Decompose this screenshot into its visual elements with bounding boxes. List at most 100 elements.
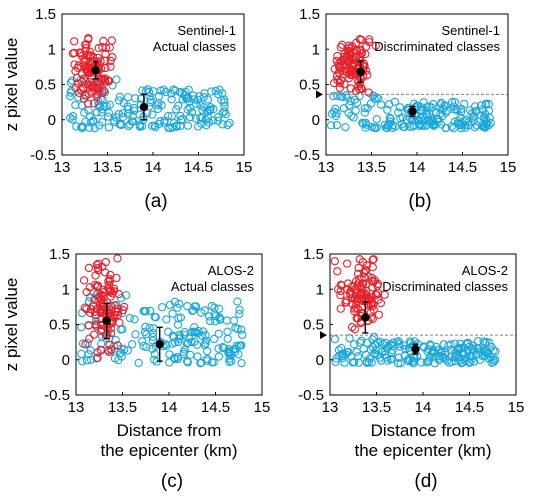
panel-b: 13 13.5 14 14.5 15 -0.5 0 0.5 1 1.5 Sentinel-1 D…: [294, 6, 516, 212]
cyan-class-point: [484, 99, 493, 109]
cyan-class-point: [235, 309, 244, 319]
cyan-class-point: [189, 327, 198, 336]
cyan-class-point: [431, 119, 440, 129]
cyan-class-point: [123, 109, 133, 118]
cyan-class-point: [176, 313, 185, 322]
cyan-class-point: [183, 94, 193, 103]
cyan-class-point: [117, 120, 126, 130]
cyan-class-point: [131, 330, 140, 339]
cyan-class-point: [136, 94, 146, 103]
cyan-class-point: [183, 105, 192, 114]
panel-c: 13 13.5 14 14.5 15 -0.5 0 0.5 1 1.5 ALOS-2 Actua…: [2, 246, 270, 492]
cyan-class-point: [435, 356, 444, 365]
cyan-class-point: [409, 99, 419, 108]
cyan-class-point: [95, 121, 104, 130]
annotation-class-type: Discriminated classes: [374, 39, 500, 54]
red-class-point: [368, 263, 377, 272]
cyan-class-point: [476, 101, 486, 110]
red-class-point: [356, 83, 366, 93]
red-class-point: [101, 257, 110, 267]
cyan-class-point: [148, 110, 157, 119]
cyan-class-point: [396, 359, 405, 368]
x-tick-label: 15: [500, 159, 517, 176]
cyan-class-point: [103, 112, 113, 121]
x-tick-label: 13.5: [108, 399, 137, 416]
cyan-class-point: [214, 344, 223, 353]
cyan-class-point: [130, 106, 139, 115]
y-tick-label: 1: [62, 281, 70, 298]
red-class-point: [368, 314, 377, 324]
red-class-point: [359, 268, 369, 277]
cyan-class-point: [349, 340, 359, 349]
cyan-class-point: [184, 85, 193, 94]
cyan-class-point: [219, 343, 229, 353]
cyan-class-point: [342, 348, 352, 357]
cyan-class-point: [341, 123, 350, 132]
red-class-point: [369, 255, 378, 264]
cyan-class-point: [130, 315, 139, 324]
cyan-class-point: [345, 101, 354, 110]
cyan-class-point: [170, 297, 180, 306]
cyan-class-point: [201, 336, 211, 345]
x-tick-label: 14: [161, 399, 178, 416]
cyan-class-point: [165, 358, 174, 367]
cyan-class-point: [447, 97, 457, 107]
cyan-class-point: [383, 356, 392, 365]
cyan-class-point: [223, 120, 232, 130]
cyan-class-point: [442, 356, 452, 365]
red-class-point: [99, 36, 108, 46]
cyan-class-point: [68, 115, 77, 124]
cyan-class-point: [118, 109, 128, 118]
y-tick-label: 1.5: [35, 6, 56, 23]
red-class-point: [100, 287, 109, 297]
cyan-class-point: [436, 109, 445, 118]
y-tick-label: 1.5: [299, 6, 320, 23]
cyan-class-point: [377, 347, 387, 356]
x-tick-label: 13.5: [362, 399, 391, 416]
cyan-class-point: [205, 316, 215, 326]
annotation-sensor: ALOS-2: [208, 263, 254, 278]
cyan-class-point: [344, 108, 353, 118]
cyan-class-point: [124, 93, 133, 102]
cyan-class-point: [201, 339, 210, 348]
panel-label: (c): [161, 471, 183, 492]
red-class-point: [374, 310, 384, 319]
cyan-class-point: [224, 344, 234, 354]
red-class-point: [107, 345, 116, 354]
red-class-point: [367, 293, 376, 302]
cyan-class-point: [441, 123, 451, 133]
cyan-class-point: [331, 357, 340, 367]
cyan-class-point: [177, 89, 187, 98]
y-tick-label: 0.5: [35, 77, 56, 94]
cyan-class-point: [357, 336, 366, 345]
y-tick-labels: -0.5 0 0.5 1 1.5: [294, 6, 329, 164]
red-class-point: [353, 269, 363, 278]
red-class-point: [357, 84, 366, 94]
red-class-point: [86, 308, 95, 318]
red-class-point: [101, 63, 110, 73]
red-class-point: [90, 280, 100, 289]
cyan-class-point: [487, 342, 496, 352]
cyan-class-point: [203, 95, 213, 104]
cyan-class-point: [145, 92, 154, 101]
cyan-class-point: [464, 117, 473, 127]
red-class-point: [93, 263, 103, 273]
cyan-class-point: [146, 306, 155, 316]
cyan-class-point: [454, 344, 463, 353]
cyan-class-point: [92, 108, 102, 117]
red-class-point: [79, 60, 88, 69]
red-class-point: [357, 48, 366, 58]
red-class-point: [342, 298, 351, 307]
cyan-class-point: [491, 355, 500, 365]
cyan-class-point: [77, 123, 86, 132]
red-class-point: [70, 48, 79, 58]
mean-point: [361, 313, 370, 322]
red-class-point: [92, 281, 102, 291]
cyan-class-point: [463, 338, 473, 348]
cyan-class-point: [423, 110, 432, 120]
cyan-class-point: [214, 352, 224, 361]
cyan-class-point: [196, 101, 205, 110]
red-class-point: [370, 276, 380, 285]
red-class-point: [98, 88, 107, 97]
